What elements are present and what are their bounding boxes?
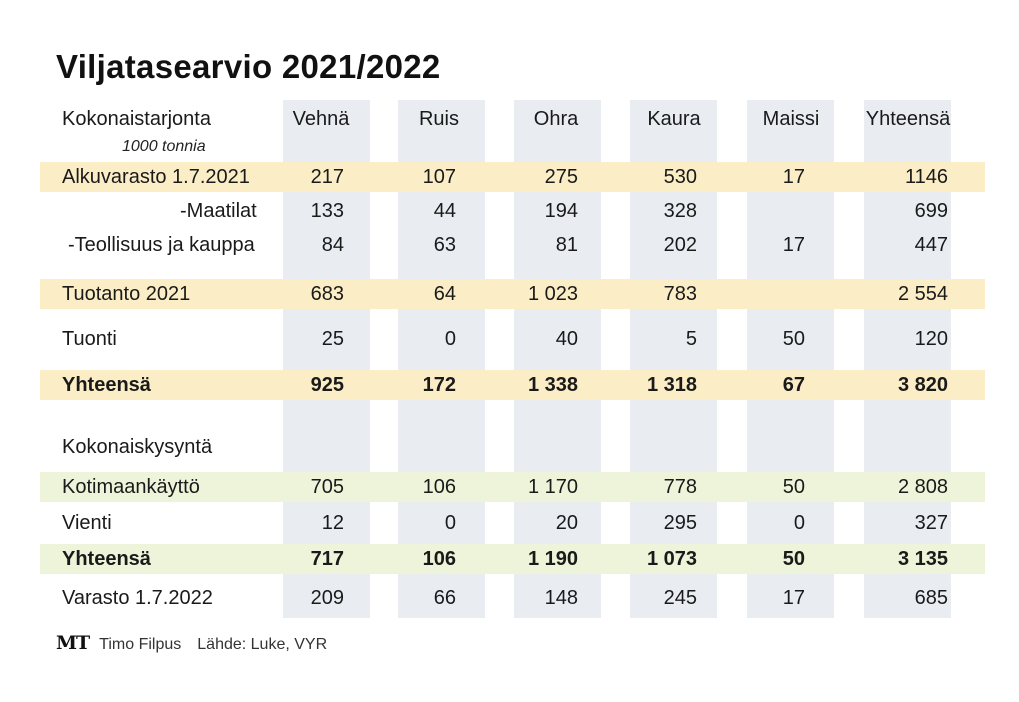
- table-cell-value: 120: [914, 328, 948, 350]
- row-label: Yhteensä: [62, 548, 151, 570]
- table-cell-value: 1 073: [646, 548, 697, 570]
- row-highlight-band: [40, 544, 985, 574]
- table-cell-value: 64: [433, 283, 456, 305]
- table-cell-value: 50: [782, 328, 805, 350]
- table-cell-value: 1 190: [527, 548, 578, 570]
- table-cell-value: 202: [663, 234, 697, 256]
- table-cell-value: 705: [310, 476, 344, 498]
- table-cell-value: 17: [782, 234, 805, 256]
- table-cell-value: 699: [914, 200, 948, 222]
- column-header: Maissi: [762, 108, 820, 130]
- row-label: -Teollisuus ja kauppa: [68, 234, 255, 256]
- table-cell-value: 2 554: [897, 283, 948, 305]
- table-cell-value: 0: [444, 328, 456, 350]
- table-cell-value: 1146: [904, 166, 948, 188]
- table-cell-value: 84: [321, 234, 344, 256]
- source-credit: Lähde: Luke, VYR: [197, 636, 328, 653]
- table-cell-value: 447: [914, 234, 948, 256]
- column-header: Vehnä: [292, 108, 350, 130]
- table-cell-value: 0: [444, 512, 456, 534]
- table-cell-value: 783: [663, 283, 697, 305]
- row-label: Yhteensä: [62, 374, 151, 396]
- row-label: Alkuvarasto 1.7.2021: [62, 166, 250, 188]
- row-highlight-band: [40, 279, 985, 309]
- table-cell-value: 327: [914, 512, 948, 534]
- table-cell-value: 1 318: [646, 374, 697, 396]
- column-header: Ohra: [533, 108, 579, 130]
- table-cell-value: 1 338: [527, 374, 578, 396]
- table-cell-value: 17: [782, 166, 805, 188]
- table-cell-value: 20: [555, 512, 578, 534]
- footer: MT Timo Filpus Lähde: Luke, VYR: [56, 632, 327, 654]
- table-cell-value: 194: [544, 200, 578, 222]
- row-highlight-band: [40, 370, 985, 400]
- table-cell-value: 245: [663, 587, 697, 609]
- row-label: -Maatilat: [180, 200, 257, 222]
- row-label: Kotimaankäyttö: [62, 476, 200, 498]
- mt-logo: MT: [56, 632, 90, 654]
- unit-label: 1000 tonnia: [122, 138, 206, 155]
- table-cell-value: 3 135: [897, 548, 948, 570]
- row-label: Tuotanto 2021: [62, 283, 191, 305]
- table-cell-value: 3 820: [897, 374, 948, 396]
- column-header: Kaura: [647, 108, 701, 130]
- table-cell-value: 2 808: [897, 476, 948, 498]
- table-cell-value: 5: [685, 328, 697, 350]
- table-cell-value: 81: [555, 234, 578, 256]
- table-cell-value: 40: [555, 328, 578, 350]
- table-cell-value: 530: [663, 166, 697, 188]
- table-cell-value: 148: [544, 587, 578, 609]
- table-cell-value: 12: [321, 512, 344, 534]
- column-header: Yhteensä: [865, 108, 951, 130]
- table-cell-value: 133: [310, 200, 344, 222]
- table-cell-value: 295: [663, 512, 697, 534]
- page-title: Viljatasearvio 2021/2022: [56, 48, 441, 85]
- table-cell-value: 0: [793, 512, 805, 534]
- table-cell-value: 683: [310, 283, 344, 305]
- table-cell-value: 328: [663, 200, 697, 222]
- table-cell-value: 107: [422, 166, 456, 188]
- row-label: Vienti: [62, 512, 112, 534]
- table-cell-value: 25: [321, 328, 344, 350]
- table-cell-value: 67: [782, 374, 805, 396]
- table-cell-value: 17: [782, 587, 805, 609]
- table-cell-value: 778: [663, 476, 697, 498]
- table-cell-value: 63: [433, 234, 456, 256]
- table-cell-value: 50: [782, 548, 805, 570]
- row-highlight-band: [40, 162, 985, 192]
- column-header: Ruis: [418, 108, 459, 130]
- section-header: Kokonaistarjonta: [62, 108, 211, 130]
- table-cell-value: 685: [914, 587, 948, 609]
- author-credit: Timo Filpus: [99, 636, 182, 653]
- table-cell-value: 106: [422, 548, 456, 570]
- table-cell-value: 1 170: [527, 476, 578, 498]
- table-cell-value: 1 023: [527, 283, 578, 305]
- section-header: Kokonaiskysyntä: [62, 436, 213, 458]
- table-cell-value: 50: [782, 476, 805, 498]
- table-cell-value: 44: [433, 200, 456, 222]
- table-cell-value: 925: [310, 374, 344, 396]
- row-label: Tuonti: [62, 328, 117, 350]
- table-cell-value: 717: [310, 548, 344, 570]
- table-cell-value: 172: [422, 374, 456, 396]
- table-cell-value: 217: [310, 166, 344, 188]
- row-label: Varasto 1.7.2022: [62, 587, 213, 609]
- table-cell-value: 275: [544, 166, 578, 188]
- table-cell-value: 106: [422, 476, 456, 498]
- table-cell-value: 66: [433, 587, 456, 609]
- table-cell-value: 209: [310, 587, 344, 609]
- row-highlight-band: [40, 472, 985, 502]
